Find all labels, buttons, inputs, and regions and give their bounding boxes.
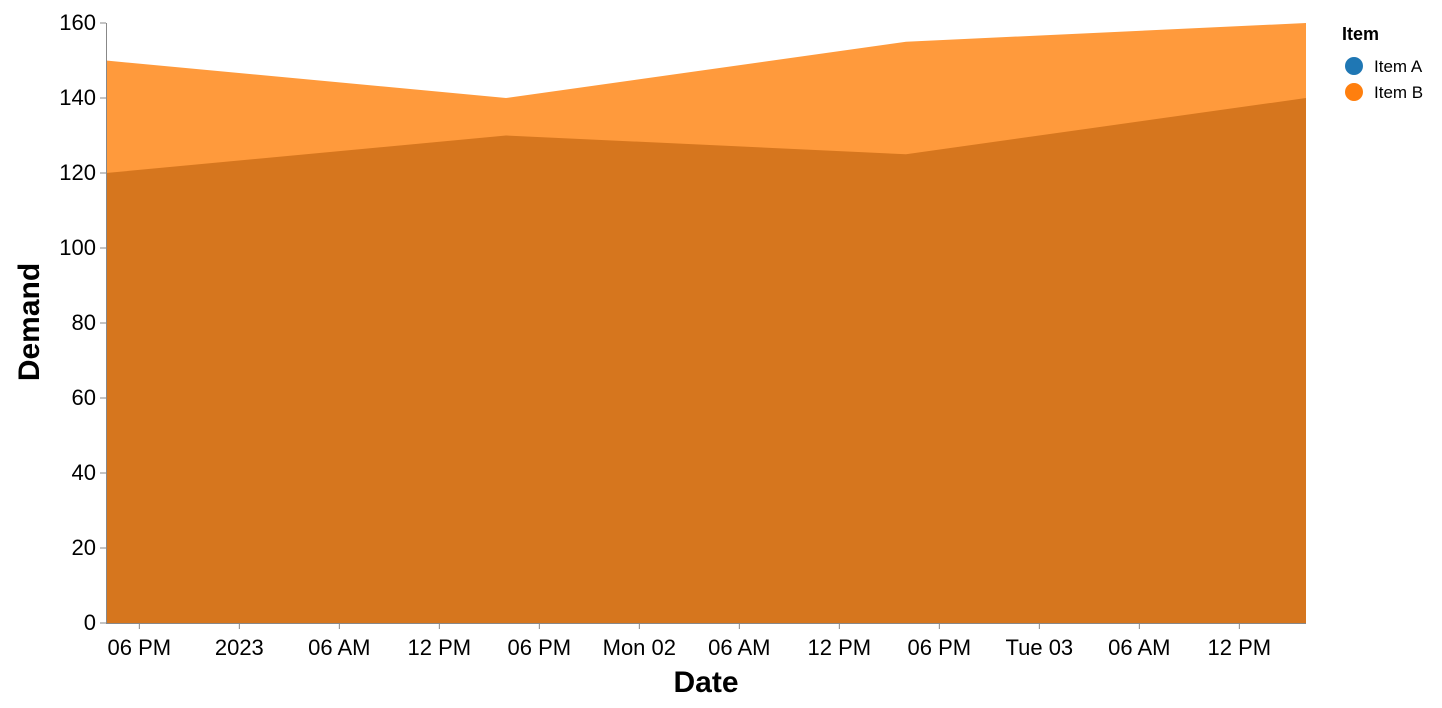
- legend-title: Item: [1342, 24, 1379, 44]
- x-tick-label: 12 PM: [808, 635, 872, 660]
- legend-label-item-a: Item A: [1374, 57, 1423, 76]
- y-tick-label: 60: [72, 385, 96, 410]
- y-tick-label: 100: [59, 235, 96, 260]
- legend-swatch-item-b: [1345, 83, 1363, 101]
- x-tick-label: Tue 03: [1005, 635, 1073, 660]
- x-tick-label: 06 AM: [708, 635, 770, 660]
- x-tick-label: 06 PM: [908, 635, 972, 660]
- area-layer: [106, 23, 1306, 623]
- y-tick-label: 140: [59, 85, 96, 110]
- x-tick-label: 06 AM: [1108, 635, 1170, 660]
- x-tick-label: 12 PM: [1208, 635, 1272, 660]
- x-tick-label: 06 PM: [508, 635, 572, 660]
- x-axis: 06 PM 2023 06 AM 12 PM 06 PM Mon 02 06 AM 12 PM…: [106, 623, 1306, 660]
- y-tick-label: 160: [59, 10, 96, 35]
- x-tick-label: 2023: [215, 635, 264, 660]
- legend-label-item-b: Item B: [1374, 83, 1423, 102]
- x-tick-label: 06 PM: [108, 635, 172, 660]
- x-axis-title: Date: [673, 666, 738, 699]
- legend-swatch-item-a: [1345, 57, 1363, 75]
- legend: Item Item A Item B: [1342, 24, 1423, 102]
- x-tick-label: 12 PM: [408, 635, 472, 660]
- area-item-a: [106, 98, 1306, 623]
- y-axis: 0 20 40 60 80 100 120 140 160: [59, 10, 107, 635]
- y-tick-label: 40: [72, 460, 96, 485]
- y-tick-label: 20: [72, 535, 96, 560]
- x-tick-label: Mon 02: [603, 635, 676, 660]
- y-tick-label: 80: [72, 310, 96, 335]
- x-tick-label: 06 AM: [308, 635, 370, 660]
- y-tick-label: 120: [59, 160, 96, 185]
- y-tick-label: 0: [84, 610, 96, 635]
- y-axis-title: Demand: [13, 263, 46, 381]
